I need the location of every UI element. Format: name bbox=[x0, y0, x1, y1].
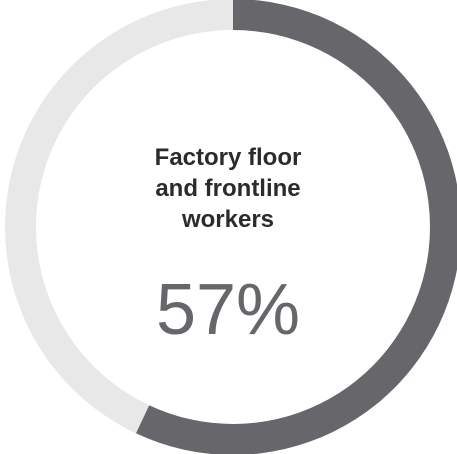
donut-slice-remainder bbox=[5, 0, 233, 434]
label-line-2: and frontline bbox=[155, 175, 301, 202]
label-line-1: Factory floor bbox=[154, 144, 302, 171]
donut-center-value: 57% bbox=[155, 270, 301, 350]
label-line-3: workers bbox=[181, 206, 275, 233]
donut-center-label: Factory floor and frontline workers bbox=[78, 142, 378, 235]
